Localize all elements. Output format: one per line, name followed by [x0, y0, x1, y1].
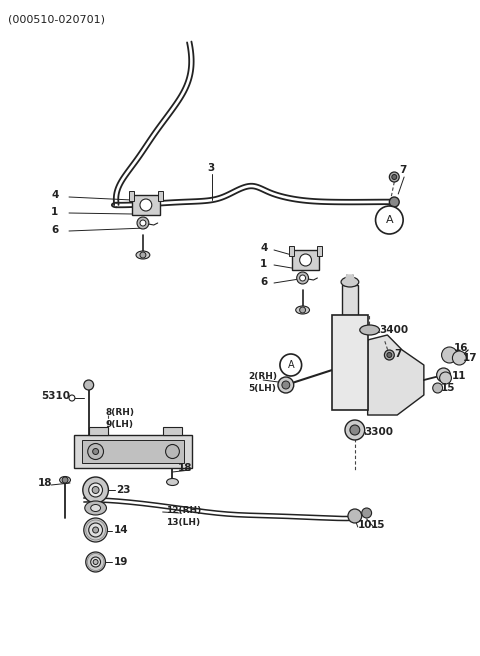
- Text: 1: 1: [260, 259, 267, 269]
- Circle shape: [362, 508, 372, 518]
- Circle shape: [432, 383, 443, 393]
- Text: 14: 14: [113, 525, 128, 535]
- Bar: [317, 246, 322, 256]
- Text: 7: 7: [399, 165, 407, 175]
- Ellipse shape: [93, 527, 98, 533]
- Circle shape: [350, 425, 360, 435]
- Text: 23: 23: [116, 485, 131, 495]
- Text: 2(RH): 2(RH): [248, 371, 277, 380]
- Bar: [129, 191, 134, 201]
- Circle shape: [300, 275, 306, 281]
- Circle shape: [389, 172, 399, 182]
- Circle shape: [84, 380, 94, 390]
- Circle shape: [278, 377, 294, 393]
- Circle shape: [442, 347, 457, 363]
- Text: 8(RH): 8(RH): [106, 407, 134, 417]
- Polygon shape: [345, 275, 355, 282]
- Text: 18: 18: [37, 478, 52, 488]
- Circle shape: [300, 307, 306, 313]
- Text: 18: 18: [178, 463, 192, 473]
- Text: 12(RH): 12(RH): [166, 506, 201, 514]
- Text: 1: 1: [51, 207, 59, 217]
- Circle shape: [375, 206, 403, 234]
- Text: 6: 6: [51, 225, 59, 235]
- Ellipse shape: [89, 483, 103, 497]
- Text: A: A: [288, 360, 294, 370]
- Ellipse shape: [91, 504, 100, 512]
- Circle shape: [440, 372, 452, 384]
- Text: 11: 11: [452, 371, 466, 381]
- Polygon shape: [368, 335, 424, 415]
- Circle shape: [69, 395, 75, 401]
- Text: 13(LH): 13(LH): [166, 518, 200, 527]
- Text: A: A: [385, 215, 393, 225]
- Circle shape: [453, 351, 466, 365]
- Circle shape: [282, 381, 290, 389]
- Circle shape: [345, 420, 365, 440]
- Circle shape: [392, 174, 397, 180]
- Circle shape: [300, 254, 312, 266]
- Ellipse shape: [89, 523, 103, 537]
- Text: 7: 7: [394, 349, 402, 359]
- Bar: [332, 315, 368, 410]
- Text: 5310: 5310: [41, 391, 71, 401]
- Bar: [82, 440, 184, 463]
- Bar: [158, 191, 163, 201]
- Bar: [89, 427, 108, 435]
- Circle shape: [93, 449, 98, 455]
- Ellipse shape: [83, 477, 108, 503]
- Text: 10: 10: [358, 520, 372, 530]
- Bar: [342, 285, 358, 315]
- Text: 16: 16: [454, 343, 468, 353]
- Circle shape: [387, 352, 392, 358]
- Circle shape: [166, 445, 180, 459]
- Text: (000510-020701): (000510-020701): [8, 14, 105, 24]
- Text: 15: 15: [441, 383, 455, 393]
- Ellipse shape: [85, 501, 107, 515]
- Circle shape: [348, 509, 362, 523]
- Bar: [132, 195, 160, 215]
- Circle shape: [137, 217, 149, 229]
- Text: 19: 19: [113, 557, 128, 567]
- Text: 4: 4: [51, 190, 59, 200]
- Ellipse shape: [93, 560, 98, 565]
- Circle shape: [140, 252, 146, 258]
- Text: 6: 6: [260, 277, 267, 287]
- Circle shape: [62, 477, 68, 483]
- Ellipse shape: [360, 325, 380, 335]
- Ellipse shape: [136, 251, 150, 259]
- Ellipse shape: [296, 306, 310, 314]
- Circle shape: [280, 354, 301, 376]
- Ellipse shape: [341, 277, 359, 287]
- Ellipse shape: [167, 478, 179, 485]
- Circle shape: [389, 197, 399, 207]
- Circle shape: [437, 368, 450, 382]
- Circle shape: [140, 199, 152, 211]
- Text: 9(LH): 9(LH): [106, 419, 133, 428]
- Text: 15: 15: [371, 520, 385, 530]
- Text: 3300: 3300: [365, 427, 394, 437]
- Text: 3400: 3400: [380, 325, 408, 335]
- Bar: [289, 246, 294, 256]
- Circle shape: [297, 272, 309, 284]
- Circle shape: [88, 443, 104, 459]
- Ellipse shape: [60, 476, 71, 483]
- Circle shape: [384, 350, 394, 360]
- Circle shape: [140, 220, 146, 226]
- Text: 4: 4: [260, 243, 267, 253]
- Ellipse shape: [91, 557, 100, 567]
- Text: 5(LH): 5(LH): [248, 384, 276, 394]
- Ellipse shape: [84, 518, 108, 542]
- Ellipse shape: [92, 487, 99, 493]
- Text: 17: 17: [463, 353, 478, 363]
- Ellipse shape: [86, 552, 106, 572]
- Bar: [292, 250, 319, 270]
- Bar: [163, 427, 182, 435]
- Text: 3: 3: [207, 163, 214, 173]
- Bar: [74, 435, 192, 468]
